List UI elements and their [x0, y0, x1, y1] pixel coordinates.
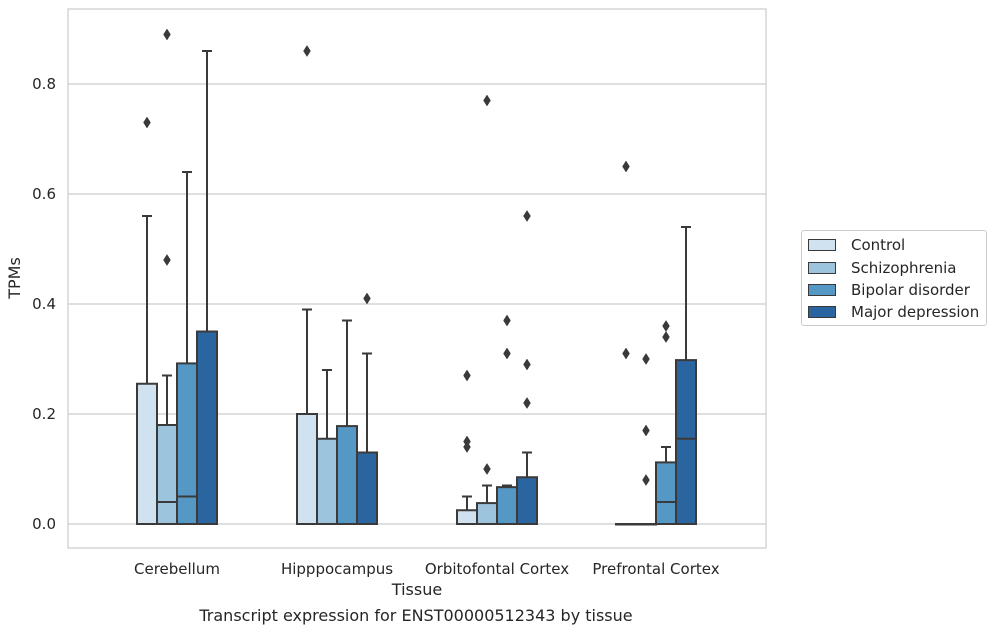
box-rect — [356, 451, 378, 525]
outlier-point — [163, 28, 171, 41]
box-rect — [516, 476, 538, 525]
x-axis-label: Tissue — [391, 580, 442, 599]
boxes — [136, 28, 697, 526]
box-group — [296, 45, 318, 525]
y-tick-label: 0.2 — [32, 405, 56, 423]
box-group — [516, 210, 538, 525]
legend-label-schizophrenia: Schizophrenia — [851, 259, 957, 277]
box-group — [655, 320, 677, 525]
x-tick-label: Prefrontal Cortex — [592, 560, 719, 578]
box-group — [336, 319, 358, 526]
box-rect — [675, 359, 697, 525]
box-group — [675, 226, 697, 525]
box-rect — [655, 461, 677, 525]
outlier-point — [622, 160, 630, 173]
legend-label-bipolar-disorder: Bipolar disorder — [851, 281, 970, 299]
legend-swatch-major-depression — [808, 306, 836, 318]
box-group — [316, 369, 338, 525]
box-group — [176, 171, 198, 525]
legend-item-major-depression: Major depression — [808, 303, 979, 321]
box-rect — [456, 509, 478, 525]
box-rect — [476, 502, 498, 526]
box-group — [615, 160, 637, 526]
y-axis-ticks: 0.0 0.2 0.4 0.6 0.8 — [32, 75, 56, 533]
figure-caption: Transcript expression for ENST0000051234… — [199, 606, 633, 625]
y-tick-label: 0.6 — [32, 185, 56, 203]
x-tick-label: Orbitofontal Cortex — [425, 560, 569, 578]
box-group — [156, 28, 178, 525]
box-group — [496, 314, 518, 525]
outlier-point — [143, 116, 151, 129]
box-group — [456, 369, 478, 525]
legend-swatch-control — [808, 239, 836, 251]
y-tick-label: 0.0 — [32, 515, 56, 533]
outlier-point — [642, 424, 650, 437]
box-group — [136, 116, 158, 525]
legend-swatch-bipolar-disorder — [808, 284, 836, 296]
box-rect — [136, 382, 158, 525]
box-group — [196, 50, 218, 525]
plot-area-frame — [67, 8, 767, 549]
box-rect — [156, 424, 178, 525]
box-rect — [296, 413, 318, 525]
x-axis-ticks: Cerebellum Hipppocampus Orbitofontal Corte… — [134, 560, 720, 578]
outlier-point — [523, 397, 531, 409]
outlier-point — [483, 94, 491, 107]
legend-label-control: Control — [851, 236, 906, 254]
outlier-point — [523, 210, 531, 222]
outlier-point — [463, 369, 471, 382]
box-rect — [316, 437, 338, 525]
y-axis-label: TPMs — [5, 257, 24, 300]
legend-label-major-depression: Major depression — [851, 303, 980, 321]
outlier-point — [503, 314, 511, 327]
legend: Control Schizophrenia Bipolar disorder M… — [801, 230, 987, 326]
outlier-point — [622, 347, 630, 360]
outlier-point — [503, 347, 511, 360]
outlier-point — [642, 474, 650, 486]
box-group — [356, 292, 378, 525]
legend-item-control: Control — [808, 236, 905, 254]
box-group — [476, 94, 498, 526]
box-rect — [336, 425, 358, 526]
legend-item-bipolar-disorder: Bipolar disorder — [808, 281, 970, 299]
legend-swatch-schizophrenia — [808, 262, 836, 274]
outlier-point — [363, 292, 371, 305]
box-group — [635, 353, 657, 526]
outlier-point — [483, 463, 491, 475]
box-rect — [496, 486, 518, 525]
outlier-point — [642, 353, 650, 365]
y-tick-label: 0.4 — [32, 295, 56, 313]
outlier-point — [303, 45, 311, 57]
outlier-point — [463, 435, 471, 448]
box-rect — [196, 330, 218, 525]
legend-item-schizophrenia: Schizophrenia — [808, 259, 956, 277]
outlier-point — [662, 331, 670, 343]
outlier-point — [523, 358, 531, 371]
y-tick-label: 0.8 — [32, 75, 56, 93]
x-tick-label: Hipppocampus — [281, 560, 393, 578]
box-rect — [176, 362, 198, 525]
x-tick-label: Cerebellum — [134, 560, 220, 578]
outlier-point — [163, 254, 171, 266]
outlier-point — [662, 320, 670, 332]
